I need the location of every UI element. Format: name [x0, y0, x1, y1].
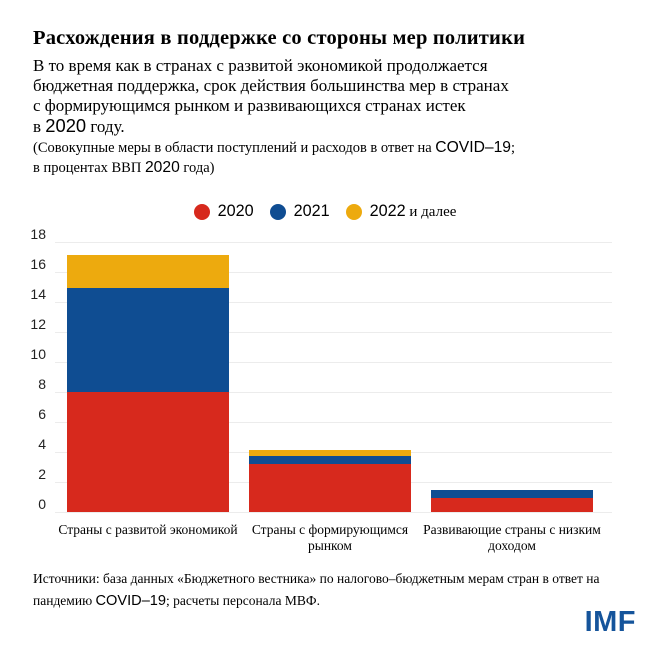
source-note: Источники: база данных «Бюджетного вестн…	[33, 571, 600, 609]
x-category-label-0: Страны с развитой экономикой	[58, 522, 238, 537]
bar-1-segment-2020	[249, 464, 411, 512]
bar-1-segment-2022 и далее	[249, 450, 411, 456]
legend-label: 2021	[293, 202, 330, 220]
y-tick-label-12: 12	[30, 316, 46, 332]
bar-2-segment-2021	[431, 490, 593, 498]
gridline-y-18	[55, 242, 612, 243]
chart-legend: 2020 2021 2022 и далее	[0, 202, 650, 221]
y-tick-label-10: 10	[30, 346, 46, 362]
gridline-y-14	[55, 302, 612, 303]
chart-measure-note: (Совокупные меры в области поступлений и…	[33, 139, 516, 176]
gridline-y-12	[55, 332, 612, 333]
legend-swatch-2021-icon	[269, 203, 286, 220]
y-tick-label-16: 16	[30, 256, 46, 272]
bar-2-segment-2020	[431, 498, 593, 512]
y-tick-label-6: 6	[38, 406, 46, 422]
y-tick-label-0: 0	[38, 496, 46, 512]
y-tick-label-4: 4	[38, 436, 46, 452]
legend-item-2022: 2022 и далее	[345, 202, 457, 221]
x-category-label-1: Страны с формирующимся рынком	[251, 522, 409, 553]
bar-0-segment-2022 и далее	[67, 255, 229, 288]
y-tick-label-14: 14	[30, 286, 46, 302]
gridline-y-16	[55, 272, 612, 273]
y-tick-label-2: 2	[38, 466, 46, 482]
plot-area: 0 2 4 6 8 10 12 14 16 18	[0, 226, 650, 513]
legend-item-2020: 2020	[193, 202, 254, 221]
bar-1-segment-2021	[249, 456, 411, 464]
gridline-y-10	[55, 362, 612, 363]
y-tick-label-18: 18	[30, 226, 46, 242]
gridline-y-0	[55, 512, 612, 513]
bar-2	[431, 490, 593, 512]
legend-swatch-2020-icon	[193, 203, 210, 220]
x-category-label-2: Развивающие страны с низким доходом	[423, 522, 601, 553]
chart-subtitle: В то время как в странах с развитой экон…	[33, 56, 509, 136]
gridline-y-8	[55, 392, 612, 393]
legend-swatch-2022-icon	[345, 203, 362, 220]
bar-0-segment-2021	[67, 288, 229, 392]
imf-logo: IMF	[584, 606, 636, 638]
legend-label: 2020	[217, 202, 254, 220]
bar-0	[67, 255, 229, 512]
bar-0-segment-2020	[67, 392, 229, 512]
bar-1	[249, 450, 411, 512]
gridline-y-6	[55, 422, 612, 423]
chart-title: Расхождения в поддержке со стороны мер п…	[33, 27, 526, 49]
legend-item-2021: 2021	[269, 202, 330, 221]
legend-label: 2022 и далее	[369, 202, 457, 220]
y-tick-label-8: 8	[38, 376, 46, 392]
